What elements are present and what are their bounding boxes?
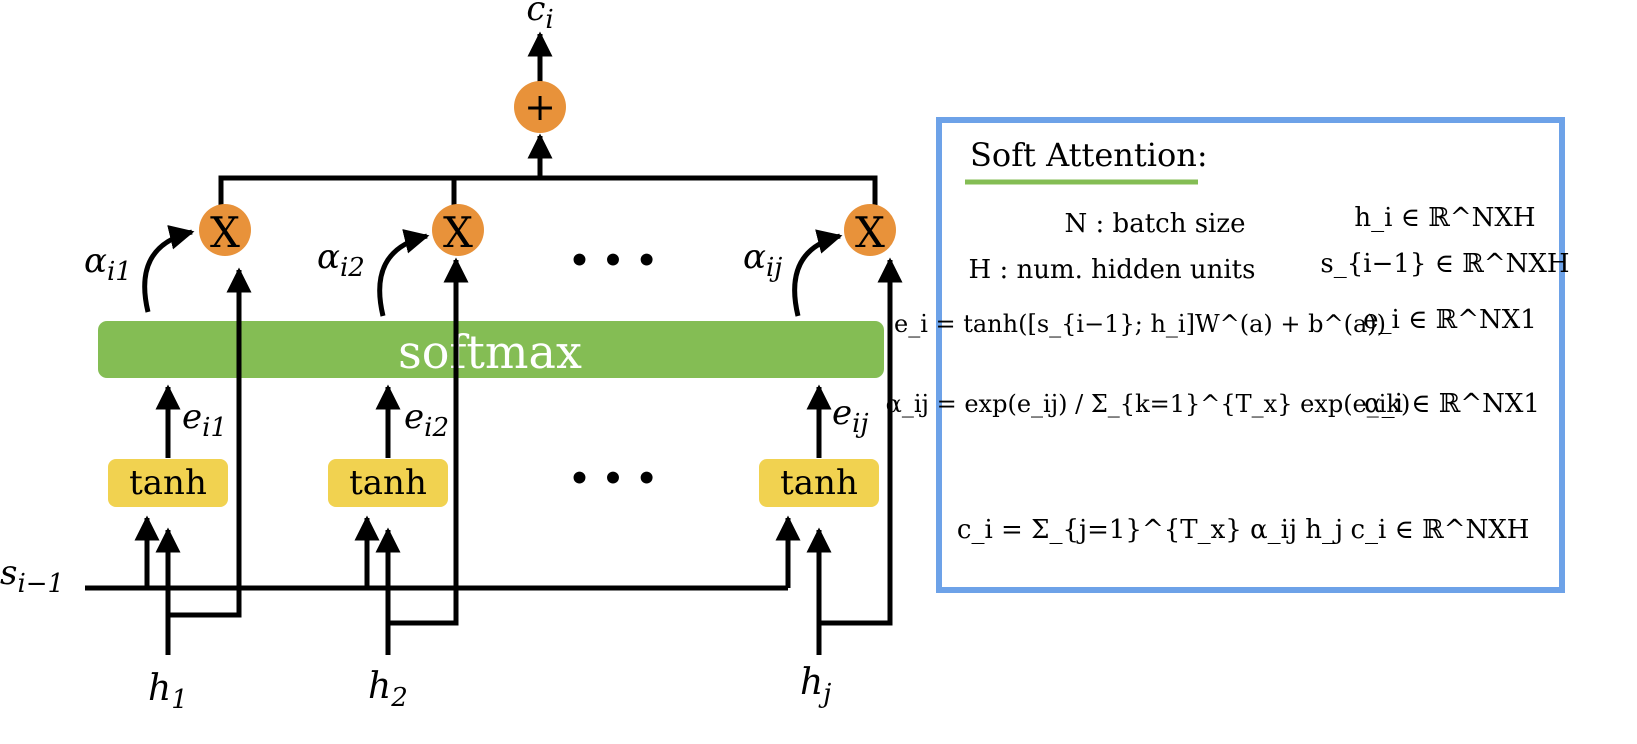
hidden-to-multiply-j	[819, 257, 903, 626]
multiply-node-2	[432, 204, 484, 256]
energy-label-j: eij	[832, 393, 869, 439]
hidden-label-2: h2	[368, 666, 408, 713]
tanh-box-1-label: tanh	[129, 463, 207, 503]
legend-row-3-left: e_i = tanh([s_{i−1}; h_i]W^(a) + b^(a))	[894, 310, 1386, 338]
legend-row-4-right: α_i ∈ ℝ^NX1	[1364, 389, 1540, 419]
multiply-node-1-label: X	[210, 208, 240, 257]
alpha-label-j: αij	[743, 237, 782, 283]
tanh-box-2-label: tanh	[349, 463, 427, 503]
multiply-node-j-label: X	[855, 208, 885, 257]
hidden-to-multiply-2	[388, 257, 469, 626]
legend-row-1-left: N : batch size	[1065, 209, 1246, 239]
tanh-box-2	[328, 459, 448, 507]
tanh-box-1	[108, 459, 228, 507]
energy-label-1: ei1	[182, 397, 227, 443]
alpha-label-1: αi1	[84, 241, 132, 287]
output-label: ci	[526, 0, 553, 35]
legend-title: Soft Attention:	[970, 136, 1208, 174]
ellipsis-bottom: • • •	[569, 459, 658, 499]
multiply-node-j	[844, 204, 896, 256]
legend-row-4-left: α_ij = exp(e_ij) / Σ_{k=1}^{T_x} exp(e_i…	[886, 390, 1411, 418]
softmax-bar	[98, 321, 884, 378]
legend-row-3-right: e_i ∈ ℝ^NX1	[1363, 305, 1537, 335]
multiply-node-2-label: X	[443, 208, 473, 257]
hidden-label-1: h1	[148, 668, 188, 715]
multiply-node-1	[199, 204, 251, 256]
ellipsis-top: • • •	[569, 241, 658, 281]
tanh-box-j-label: tanh	[780, 463, 858, 503]
legend-row-2-right: s_{i−1} ∈ ℝ^NXH	[1320, 249, 1569, 279]
state-label: si−1	[0, 553, 64, 599]
legend-row-1-right: h_i ∈ ℝ^NXH	[1354, 203, 1535, 233]
softmax-label: softmax	[398, 325, 582, 379]
alpha-label-2: αi2	[317, 237, 365, 283]
alpha-arrow-2	[377, 229, 430, 317]
alpha-arrow-j	[792, 229, 843, 317]
legend-box	[936, 117, 1565, 593]
legend-row-5-left: c_i = Σ_{j=1}^{T_x} α_ij h_j	[957, 515, 1343, 545]
energy-label-2: ei2	[404, 397, 449, 443]
legend-row-5-right: c_i ∈ ℝ^NXH	[1351, 515, 1530, 545]
multiply-bus	[218, 175, 878, 205]
hidden-to-multiply-1	[168, 267, 252, 618]
legend-row-2-left: H : num. hidden units	[969, 255, 1256, 285]
sum-node-label: +	[524, 85, 556, 129]
hidden-label-j: hj	[800, 662, 831, 709]
sum-node	[514, 81, 566, 133]
alpha-arrow-1	[142, 225, 195, 313]
tanh-box-j	[759, 459, 879, 507]
